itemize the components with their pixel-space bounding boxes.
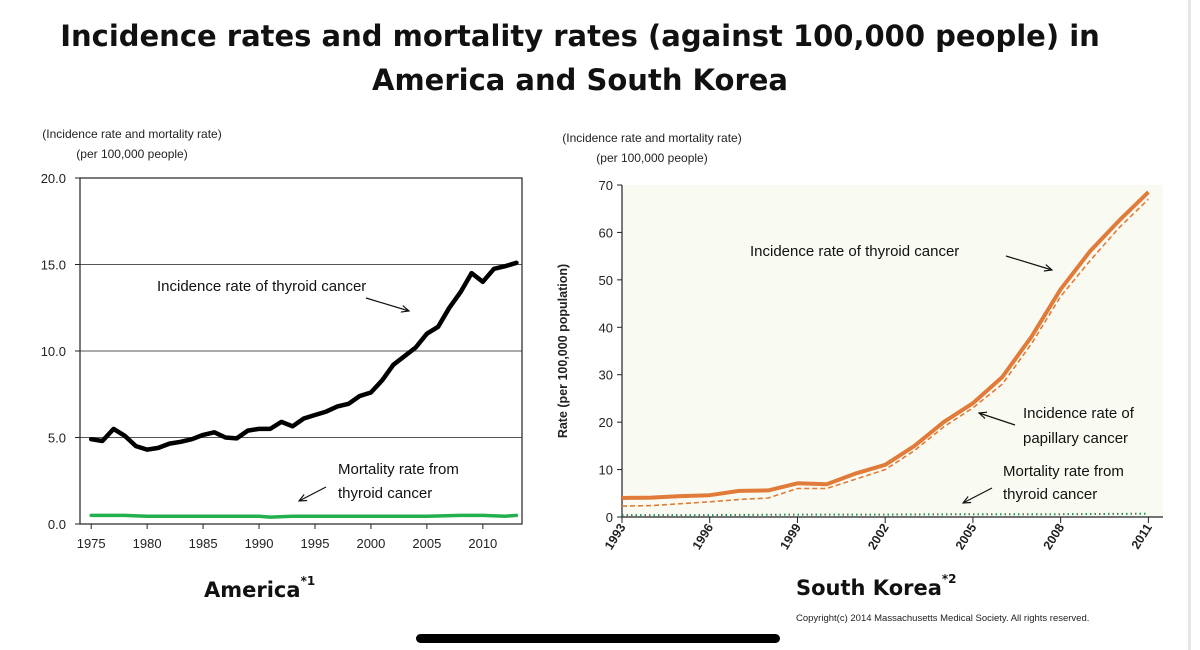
america-y-tick-label: 5.0 <box>48 431 66 446</box>
america-y-tick-label: 10.0 <box>41 344 66 359</box>
america-incidence-annotation: Incidence rate of thyroid cancer <box>157 278 366 295</box>
kr-unit-label: (Incidence rate and mortality rate) (per… <box>532 128 772 168</box>
america-y-tick-label: 20.0 <box>41 171 66 186</box>
america-x-tick-label: 2010 <box>468 536 497 551</box>
america-y-tick-label: 0.0 <box>48 517 66 532</box>
kr-unit-line-2: (per 100,000 people) <box>596 151 708 165</box>
south-korea-chart: 0 10 20 30 40 50 60 70 1993 1996 1999 2002 2005 2008 2… <box>556 178 1163 552</box>
south-korea-y-axis-label: Rate (per 100,000 population) <box>556 264 570 438</box>
south-korea-chart-title: South Korea*2 <box>796 572 957 600</box>
south-korea-y-tick-label: 70 <box>599 178 613 193</box>
us-unit-line-1: (Incidence rate and mortality rate) <box>42 127 222 141</box>
page-title-line-1: Incidence rates and mortality rates (aga… <box>60 19 1100 53</box>
south-korea-incidence-line <box>621 190 1150 500</box>
south-korea-x-tick-label: 2011 <box>1129 521 1155 551</box>
south-korea-incidence-arrow <box>1005 255 1052 270</box>
south-korea-x-tick-label: 2002 <box>865 521 892 552</box>
south-korea-x-tick-label: 2005 <box>953 521 980 552</box>
america-x-tick-label: 1995 <box>301 536 330 551</box>
south-korea-chart-title-text: South Korea <box>796 576 942 600</box>
america-chart-title-text: America <box>204 578 301 602</box>
america-mortality-line <box>89 513 519 519</box>
america-x-tick-label: 1980 <box>133 536 162 551</box>
us-unit-line-2: (per 100,000 people) <box>76 147 188 161</box>
america-chart-title: America*1 <box>204 574 315 602</box>
america-x-tick-label: 1985 <box>189 536 218 551</box>
south-korea-y-tick-label: 50 <box>599 273 613 288</box>
south-korea-mortality-arrow <box>963 487 993 503</box>
south-korea-mortality-annotation-line-2: thyroid cancer <box>1003 486 1097 503</box>
home-indicator-bar[interactable] <box>416 634 780 643</box>
america-mortality-annotation-line-1: Mortality rate from <box>338 461 459 478</box>
america-footnote-marker: *1 <box>300 574 316 588</box>
south-korea-y-tick-label: 10 <box>599 463 613 478</box>
america-mortality-arrow <box>299 486 327 501</box>
south-korea-footnote-marker: *2 <box>941 572 957 586</box>
south-korea-y-tick-label: 0 <box>606 510 613 525</box>
america-plot-frame <box>79 177 523 525</box>
south-korea-y-tick-label: 40 <box>599 320 613 335</box>
south-korea-mortality-annotation-line-1: Mortality rate from <box>1003 463 1124 480</box>
america-incidence-line <box>88 260 519 452</box>
america-chart: 0.0 5.0 10.0 15.0 20.0 1975 1980 1985 1990 1995 20… <box>41 171 523 551</box>
america-x-tick-label: 2005 <box>412 536 441 551</box>
america-mortality-annotation-line-2: thyroid cancer <box>338 485 432 502</box>
south-korea-y-tick-label: 20 <box>599 415 613 430</box>
america-y-tick-label: 15.0 <box>41 258 66 273</box>
screen-edge-divider <box>1188 0 1191 650</box>
america-x-tick-label: 2000 <box>356 536 385 551</box>
america-x-tick-label: 1975 <box>77 536 106 551</box>
south-korea-papillary-annotation-line-2: papillary cancer <box>1023 430 1128 447</box>
south-korea-incidence-annotation: Incidence rate of thyroid cancer <box>750 243 959 260</box>
south-korea-y-tick-label: 30 <box>599 368 613 383</box>
south-korea-x-tick-label: 1999 <box>777 521 804 552</box>
copyright-notice: Copyright(c) 2014 Massachusetts Medical … <box>796 613 1090 624</box>
south-korea-x-tick-label: 2008 <box>1041 521 1068 552</box>
south-korea-x-tick-label: 1993 <box>602 521 629 552</box>
america-incidence-arrow <box>365 297 409 311</box>
america-x-tick-label: 1990 <box>245 536 274 551</box>
south-korea-papillary-line <box>621 198 1149 507</box>
south-korea-x-tick-label: 1996 <box>690 521 717 552</box>
us-unit-label: (Incidence rate and mortality rate) (per… <box>12 124 252 164</box>
south-korea-papillary-annotation-line-1: Incidence rate of <box>1023 405 1135 422</box>
kr-unit-line-1: (Incidence rate and mortality rate) <box>562 131 742 145</box>
south-korea-papillary-arrow <box>979 413 1016 426</box>
south-korea-y-tick-label: 60 <box>599 225 613 240</box>
page-title: Incidence rates and mortality rates (aga… <box>0 14 1160 102</box>
page-title-line-2: America and South Korea <box>372 63 788 97</box>
